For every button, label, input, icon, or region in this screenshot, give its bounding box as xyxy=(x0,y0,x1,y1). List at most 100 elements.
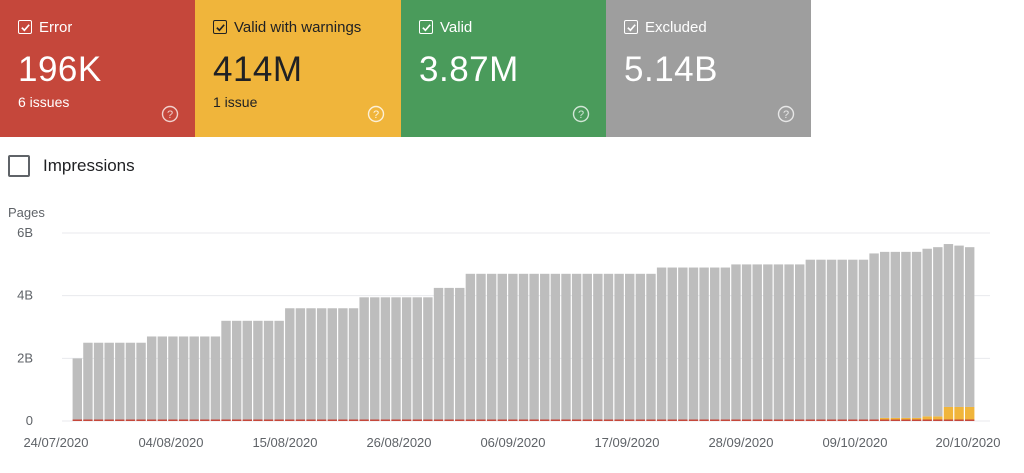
bar-excluded[interactable] xyxy=(200,336,210,420)
excluded-card[interactable]: Excluded 5.14B ? xyxy=(606,0,811,137)
bar-error[interactable] xyxy=(157,419,168,422)
bar-excluded[interactable] xyxy=(518,273,529,420)
bar-error[interactable] xyxy=(858,419,869,422)
bar-excluded[interactable] xyxy=(189,336,199,420)
bar-excluded[interactable] xyxy=(720,267,731,420)
bar-warning[interactable] xyxy=(922,416,932,420)
bar-error[interactable] xyxy=(242,419,252,422)
bar-error[interactable] xyxy=(933,419,943,422)
bar-error[interactable] xyxy=(221,419,231,422)
bar-excluded[interactable] xyxy=(731,264,741,420)
bar-excluded[interactable] xyxy=(571,273,582,420)
bar-error[interactable] xyxy=(646,419,656,422)
bar-error[interactable] xyxy=(348,419,359,422)
bar-excluded[interactable] xyxy=(667,267,677,420)
bar-error[interactable] xyxy=(805,419,816,422)
bar-error[interactable] xyxy=(146,419,157,422)
bar-error[interactable] xyxy=(380,419,391,422)
bar-error[interactable] xyxy=(667,419,677,422)
bar-error[interactable] xyxy=(316,419,327,422)
bar-excluded[interactable] xyxy=(826,259,837,420)
bar-excluded[interactable] xyxy=(72,358,83,420)
bar-excluded[interactable] xyxy=(933,247,943,417)
help-icon[interactable]: ? xyxy=(161,105,179,123)
bar-excluded[interactable] xyxy=(285,308,295,420)
bar-error[interactable] xyxy=(401,419,412,422)
help-icon[interactable]: ? xyxy=(572,105,590,123)
bar-error[interactable] xyxy=(688,419,699,422)
bar-warning[interactable] xyxy=(890,417,901,420)
bar-excluded[interactable] xyxy=(433,287,444,420)
bar-excluded[interactable] xyxy=(508,273,518,420)
bar-error[interactable] xyxy=(826,419,837,422)
warning-card[interactable]: Valid with warnings 414M 1 issue ? xyxy=(195,0,401,137)
bar-error[interactable] xyxy=(922,419,932,422)
bar-warning[interactable] xyxy=(911,417,922,420)
bar-error[interactable] xyxy=(954,419,964,422)
bar-excluded[interactable] xyxy=(688,267,699,420)
bar-error[interactable] xyxy=(253,419,263,422)
bar-excluded[interactable] xyxy=(752,264,762,420)
checkbox-checked-icon[interactable] xyxy=(624,20,638,34)
bar-excluded[interactable] xyxy=(603,273,614,420)
bar-error[interactable] xyxy=(433,419,444,422)
bar-warning[interactable] xyxy=(943,406,954,420)
bar-error[interactable] xyxy=(508,419,518,422)
bar-error[interactable] xyxy=(614,419,624,422)
bar-excluded[interactable] xyxy=(455,287,465,420)
bar-error[interactable] xyxy=(263,419,274,422)
bar-excluded[interactable] xyxy=(231,320,242,420)
bar-excluded[interactable] xyxy=(964,247,975,407)
impressions-toggle[interactable]: Impressions xyxy=(8,155,135,177)
bar-excluded[interactable] xyxy=(625,273,635,420)
bar-excluded[interactable] xyxy=(529,273,539,420)
bar-error[interactable] xyxy=(274,419,284,422)
bar-excluded[interactable] xyxy=(710,267,720,420)
bar-error[interactable] xyxy=(699,419,709,422)
bar-error[interactable] xyxy=(763,419,773,422)
bar-excluded[interactable] xyxy=(593,273,603,420)
bar-excluded[interactable] xyxy=(444,287,454,420)
bar-excluded[interactable] xyxy=(306,308,316,420)
bar-error[interactable] xyxy=(964,419,975,422)
bar-error[interactable] xyxy=(178,419,189,422)
bar-excluded[interactable] xyxy=(338,308,348,420)
checkbox-checked-icon[interactable] xyxy=(419,20,433,34)
bar-error[interactable] xyxy=(635,419,646,422)
bar-excluded[interactable] xyxy=(210,336,221,420)
bar-excluded[interactable] xyxy=(253,320,263,420)
bar-error[interactable] xyxy=(561,419,571,422)
bar-error[interactable] xyxy=(890,419,901,422)
help-icon[interactable]: ? xyxy=(777,105,795,123)
bar-excluded[interactable] xyxy=(115,342,125,420)
checkbox-checked-icon[interactable] xyxy=(18,20,32,34)
bar-excluded[interactable] xyxy=(879,251,890,418)
bar-error[interactable] xyxy=(391,419,401,422)
bar-excluded[interactable] xyxy=(954,245,964,407)
bar-error[interactable] xyxy=(412,419,422,422)
bar-excluded[interactable] xyxy=(327,308,337,420)
bar-error[interactable] xyxy=(678,419,688,422)
bar-error[interactable] xyxy=(497,419,507,422)
bar-error[interactable] xyxy=(231,419,242,422)
bar-warning[interactable] xyxy=(933,416,943,420)
bar-error[interactable] xyxy=(200,419,210,422)
bar-error[interactable] xyxy=(540,419,550,422)
bar-error[interactable] xyxy=(359,419,369,422)
bar-error[interactable] xyxy=(816,419,826,422)
bar-error[interactable] xyxy=(869,419,879,422)
bar-excluded[interactable] xyxy=(869,253,879,420)
bar-error[interactable] xyxy=(210,419,221,422)
bar-excluded[interactable] xyxy=(242,320,252,420)
bar-excluded[interactable] xyxy=(741,264,752,420)
bar-error[interactable] xyxy=(518,419,529,422)
bar-error[interactable] xyxy=(720,419,731,422)
bar-error[interactable] xyxy=(285,419,295,422)
bar-error[interactable] xyxy=(741,419,752,422)
bar-error[interactable] xyxy=(465,419,476,422)
bar-error[interactable] xyxy=(795,419,805,422)
bar-error[interactable] xyxy=(752,419,762,422)
bar-excluded[interactable] xyxy=(795,264,805,420)
bar-error[interactable] xyxy=(571,419,582,422)
bar-error[interactable] xyxy=(306,419,316,422)
